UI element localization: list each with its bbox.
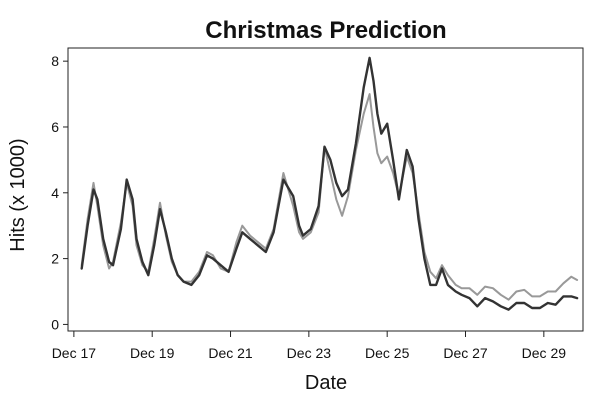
- x-tick-label: Dec 21: [208, 345, 253, 361]
- series-line-gray: [80, 93, 579, 301]
- plot-frame: [67, 47, 584, 332]
- series-line-dark: [80, 56, 579, 311]
- x-tick-label: Dec 25: [365, 345, 410, 361]
- x-tick-label: Dec 29: [522, 345, 567, 361]
- y-axis: 0 2 4 6 8: [51, 53, 68, 332]
- y-tick-label: 2: [51, 251, 59, 267]
- x-tick-label: Dec 27: [443, 345, 488, 361]
- chart-title: Christmas Prediction: [205, 17, 446, 44]
- x-tick-label: Dec 19: [130, 345, 175, 361]
- series-layer: [80, 56, 579, 311]
- y-tick-label: 4: [51, 185, 59, 201]
- x-axis: Dec 17 Dec 19 Dec 21 Dec 23 Dec 25 Dec 27 Dec …: [52, 331, 567, 361]
- y-axis-label: Hits (x 1000): [7, 138, 29, 251]
- y-tick-label: 6: [51, 119, 59, 135]
- y-tick-label: 0: [51, 316, 59, 332]
- y-tick-label: 8: [51, 53, 59, 69]
- x-tick-label: Dec 23: [287, 345, 332, 361]
- x-axis-label: Date: [305, 372, 347, 394]
- x-tick-label: Dec 17: [52, 345, 97, 361]
